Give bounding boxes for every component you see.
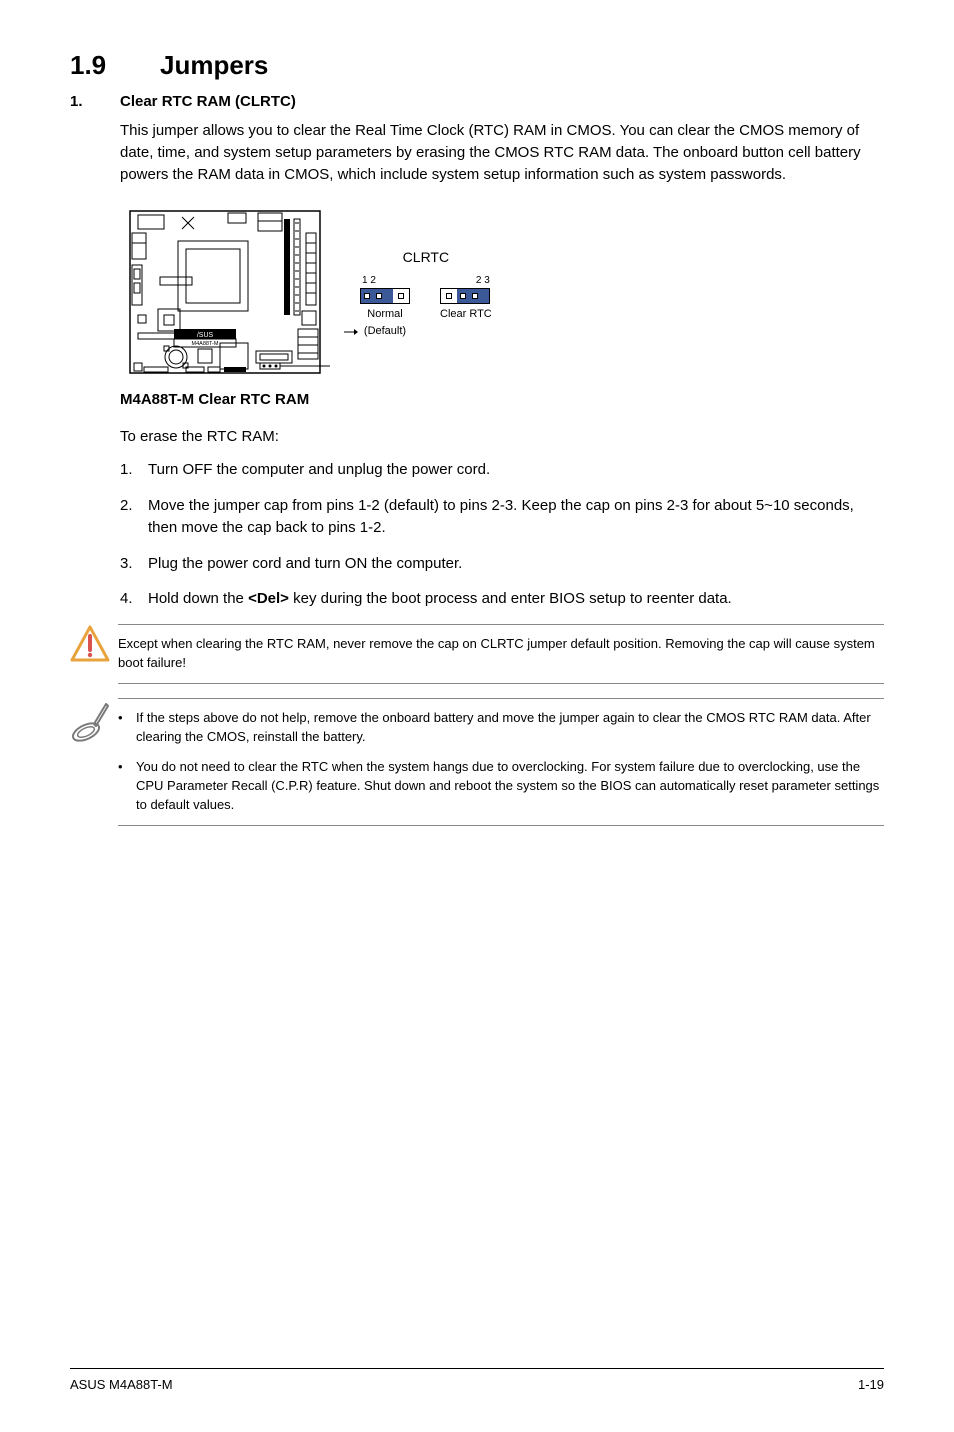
list-item: 3. Plug the power cord and turn ON the c… bbox=[120, 553, 884, 575]
step-text: Hold down the <Del> key during the boot … bbox=[148, 588, 732, 610]
subsection-row: 1. Clear RTC RAM (CLRTC) bbox=[70, 93, 884, 110]
note-item: • If the steps above do not help, remove… bbox=[118, 709, 884, 747]
svg-text:/SUS: /SUS bbox=[197, 332, 214, 339]
section-heading: 1.9Jumpers bbox=[70, 50, 884, 81]
note-text: If the steps above do not help, remove t… bbox=[136, 709, 884, 747]
step-number: 2. bbox=[120, 495, 148, 539]
section-number: 1.9 bbox=[70, 50, 160, 81]
arrow-icon bbox=[344, 327, 358, 337]
steps-list: 1. Turn OFF the computer and unplug the … bbox=[120, 459, 884, 610]
notes-callout: • If the steps above do not help, remove… bbox=[70, 698, 884, 826]
jumper-detail: CLRTC 1 2 Normal (Default) 2 3 bbox=[360, 249, 492, 338]
bullet-icon: • bbox=[118, 709, 136, 747]
erase-intro: To erase the RTC RAM: bbox=[120, 428, 884, 445]
subsection-number: 1. bbox=[70, 93, 120, 110]
jumper-clear: 2 3 Clear RTC bbox=[440, 275, 492, 321]
list-item: 1. Turn OFF the computer and unplug the … bbox=[120, 459, 884, 481]
list-item: 2. Move the jumper cap from pins 1-2 (de… bbox=[120, 495, 884, 539]
jumper-normal: 1 2 Normal (Default) bbox=[360, 275, 410, 338]
note-text: You do not need to clear the RTC when th… bbox=[136, 758, 884, 815]
step-text: Turn OFF the computer and unplug the pow… bbox=[148, 459, 490, 481]
warning-text: Except when clearing the RTC RAM, never … bbox=[118, 624, 884, 684]
intro-paragraph: This jumper allows you to clear the Real… bbox=[120, 120, 884, 185]
warning-icon bbox=[70, 624, 118, 669]
page-footer: ASUS M4A88T-M 1-19 bbox=[70, 1368, 884, 1392]
bullet-icon: • bbox=[118, 758, 136, 815]
step-number: 4. bbox=[120, 588, 148, 610]
del-key: <Del> bbox=[248, 590, 289, 607]
step-number: 3. bbox=[120, 553, 148, 575]
step-pre: Hold down the bbox=[148, 590, 248, 607]
section-title: Jumpers bbox=[160, 50, 268, 80]
clrtc-label: CLRTC bbox=[360, 249, 492, 265]
list-item: 4. Hold down the <Del> key during the bo… bbox=[120, 588, 884, 610]
motherboard-icon: /SUS M4A88T-M bbox=[120, 203, 330, 383]
step-text: Plug the power cord and turn ON the comp… bbox=[148, 553, 462, 575]
svg-text:M4A88T-M: M4A88T-M bbox=[192, 341, 219, 347]
clear-caption: Clear RTC bbox=[440, 308, 492, 321]
default-caption: (Default) bbox=[364, 325, 406, 337]
subsection-title: Clear RTC RAM (CLRTC) bbox=[120, 93, 296, 110]
footer-left: ASUS M4A88T-M bbox=[70, 1377, 173, 1392]
step-post: key during the boot process and enter BI… bbox=[289, 590, 732, 607]
note-icon bbox=[70, 698, 118, 749]
pins-clear: 2 3 bbox=[476, 275, 490, 286]
diagram-caption: M4A88T-M Clear RTC RAM bbox=[120, 391, 884, 408]
footer-right: 1-19 bbox=[858, 1377, 884, 1392]
step-text: Move the jumper cap from pins 1-2 (defau… bbox=[148, 495, 884, 539]
normal-caption: Normal bbox=[360, 308, 410, 321]
step-number: 1. bbox=[120, 459, 148, 481]
clrtc-diagram: /SUS M4A88T-M CLRTC 1 2 bbox=[120, 203, 884, 383]
pins-normal: 1 2 bbox=[362, 275, 376, 286]
warning-callout: Except when clearing the RTC RAM, never … bbox=[70, 624, 884, 684]
note-item: • You do not need to clear the RTC when … bbox=[118, 758, 884, 815]
